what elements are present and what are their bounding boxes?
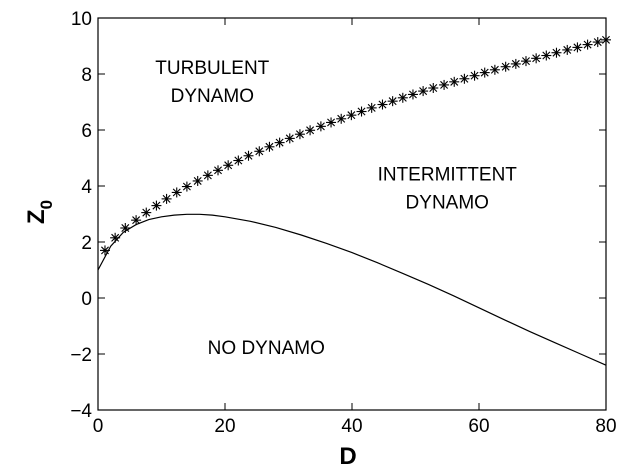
boundary-curve-line	[97, 213, 607, 366]
star-marker-point	[171, 187, 182, 198]
star-marker-point	[336, 113, 347, 124]
star-marker-point	[469, 70, 480, 81]
y-tick-label: 4	[81, 177, 92, 198]
star-marker-point	[366, 102, 377, 113]
star-marker-point	[541, 50, 552, 61]
star-marker-point	[489, 64, 500, 75]
star-marker-point	[479, 67, 490, 78]
star-marker-point	[592, 37, 603, 48]
star-marker-point	[294, 129, 305, 140]
star-marker-point	[131, 215, 142, 226]
star-marker-point	[377, 99, 388, 110]
region-label: NO DYNAMO	[208, 338, 325, 359]
y-tick-label: −4	[70, 401, 92, 422]
y-tick-label: 10	[71, 9, 92, 30]
star-marker-point	[582, 39, 593, 50]
star-marker-point	[326, 117, 337, 128]
x-tick-label: 40	[341, 416, 362, 437]
region-label-line: DYNAMO	[171, 86, 254, 107]
star-marker-point	[223, 160, 234, 171]
x-tick-label: 20	[214, 416, 235, 437]
star-marker-point	[315, 121, 326, 132]
region-label-line: DYNAMO	[406, 192, 489, 213]
star-marker-point	[449, 76, 460, 87]
y-tick-label: 6	[81, 121, 92, 142]
star-marker-point	[439, 79, 450, 90]
star-marker-point	[151, 200, 162, 211]
region-label: INTERMITTENT DYNAMO	[378, 164, 518, 213]
region-label-line: TURBULENT	[155, 58, 269, 79]
star-marker-point	[407, 89, 418, 100]
x-tick-label: 0	[93, 416, 104, 437]
star-marker-point	[274, 137, 285, 148]
star-marker-point	[120, 223, 131, 233]
star-marker-point	[192, 175, 203, 186]
star-marker-point	[356, 106, 367, 117]
star-marker-point	[418, 86, 429, 97]
star-marker-point	[202, 170, 213, 181]
y-axis: −4 −2 0 2 4 6 8 10	[70, 9, 606, 422]
star-marker-point	[397, 92, 408, 103]
y-axis-label: Z0	[23, 200, 56, 224]
y-axis-label-main: Z	[23, 209, 50, 224]
star-marker-point	[181, 181, 192, 192]
y-tick-label: 8	[81, 65, 92, 86]
star-marker-point	[459, 73, 470, 84]
star-marker-point	[520, 56, 531, 67]
star-marker-point	[243, 150, 254, 161]
region-labels: TURBULENT DYNAMO INTERMITTENT DYNAMO NO DYNA…	[155, 58, 517, 359]
star-marker-point	[213, 165, 224, 176]
star-marker-point	[428, 83, 439, 93]
star-marker-point	[572, 42, 583, 53]
y-axis-label-subscript: 0	[37, 200, 56, 209]
star-marker-point	[284, 133, 295, 144]
star-marker-point	[562, 44, 573, 55]
star-marker-point	[161, 193, 172, 204]
star-marker-point	[99, 245, 110, 256]
x-tick-label: 60	[468, 416, 489, 437]
y-tick-label: 0	[81, 289, 92, 310]
plot-area	[97, 34, 611, 366]
star-marker-point	[531, 53, 542, 64]
region-label-line: NO DYNAMO	[208, 338, 325, 359]
star-marker-point	[233, 155, 244, 166]
region-label-line: INTERMITTENT	[378, 164, 518, 185]
x-tick-label: 80	[595, 416, 616, 437]
star-marker-point	[254, 146, 265, 157]
star-marker-point	[387, 96, 398, 107]
x-axis-label: D	[339, 443, 356, 470]
x-axis: 0 20 40 60 80	[93, 18, 617, 437]
star-marker-point	[510, 58, 521, 69]
star-marker-point	[264, 141, 275, 152]
star-marker-point	[346, 110, 357, 121]
star-marker-point	[500, 61, 511, 72]
region-label: TURBULENT DYNAMO	[155, 58, 269, 107]
star-marker-point	[305, 125, 316, 136]
star-marker-point	[141, 207, 152, 218]
y-tick-label: 2	[81, 233, 92, 254]
star-marker-point	[551, 47, 562, 58]
y-tick-label: −2	[70, 345, 92, 366]
star-marker-point	[110, 232, 121, 243]
